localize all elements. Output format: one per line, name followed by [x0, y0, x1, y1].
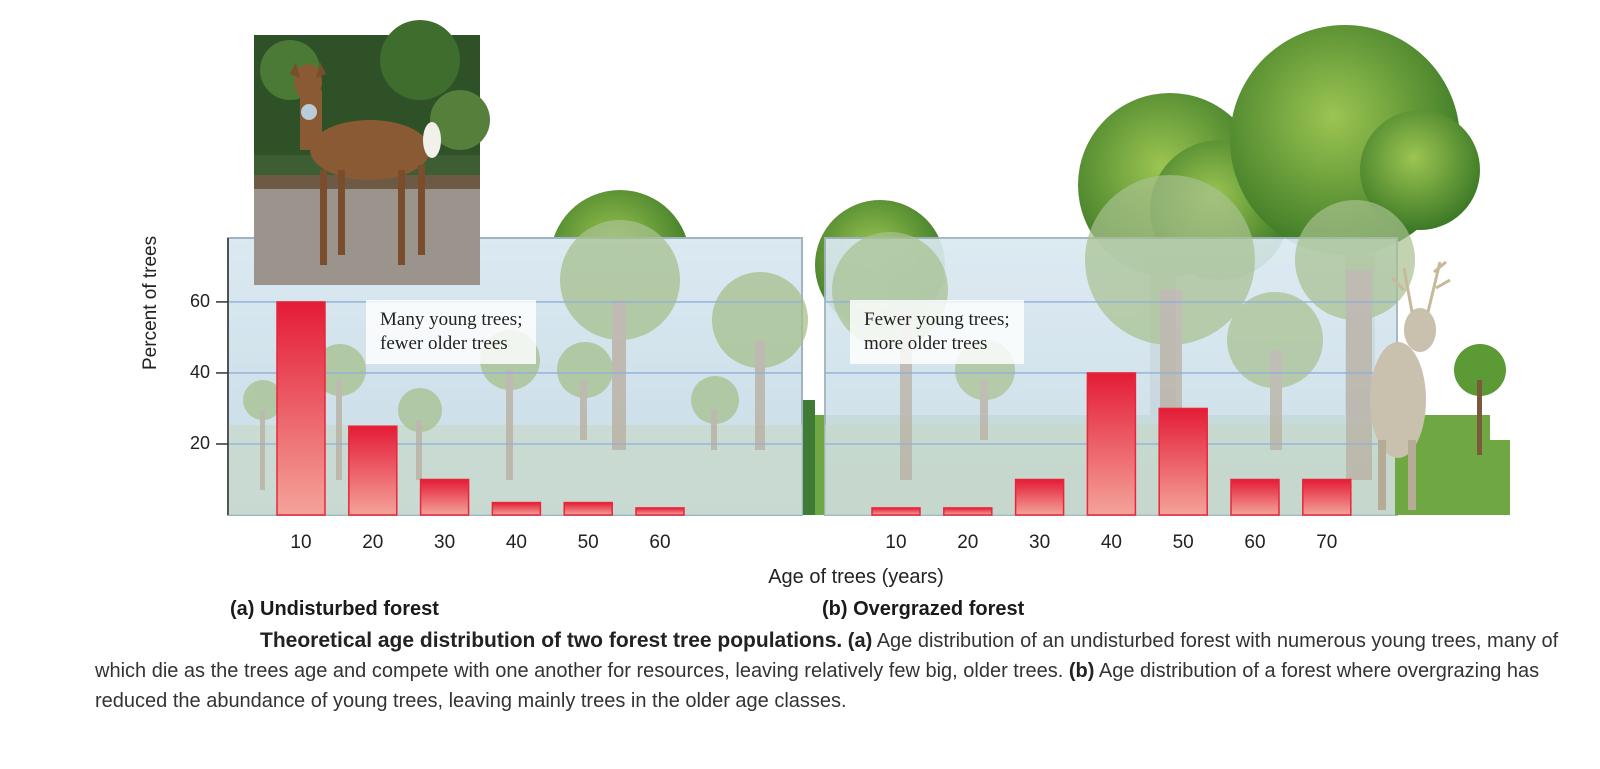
panel-a-bar-30 — [419, 478, 470, 516]
panel-b-bar-10 — [871, 507, 921, 516]
panel-a-bar-50 — [563, 501, 613, 516]
panel-a-annotation-line-2: fewer older trees — [380, 333, 508, 354]
buck-illustration — [1370, 260, 1510, 515]
panel-a-bar-40 — [491, 501, 542, 516]
panel-a-annotation-line-1: Many young trees; — [380, 309, 523, 330]
panel-a-bar-10 — [276, 301, 326, 516]
panel-a-x-tick-20: 20 — [362, 532, 384, 553]
deer-photo — [254, 20, 490, 285]
caption-title: Theoretical age distribution of two fore… — [260, 629, 843, 652]
panel-b-bar-30 — [1014, 478, 1065, 516]
panel-b-bar-40 — [1086, 372, 1137, 516]
y-axis-label: Percent of trees — [140, 235, 161, 370]
panel-b-x-tick-10: 10 — [885, 532, 907, 553]
panel-b-bar-60 — [1230, 478, 1280, 516]
y-tick-label-20: 20 — [190, 432, 211, 453]
panel-b-x-tick-70: 70 — [1316, 532, 1338, 553]
panel-b-x-tick-50: 50 — [1172, 532, 1194, 553]
panel-b-bar-70 — [1302, 478, 1352, 516]
panel-b-annotation: Fewer young trees; more older trees — [850, 300, 1024, 364]
panel-b-bar-50 — [1158, 407, 1208, 516]
panel-a-x-tick-40: 40 — [505, 532, 527, 553]
caption-label-b: (b) — [1068, 660, 1095, 682]
panel-a-bar-20 — [348, 425, 398, 516]
y-tick-label-60: 60 — [190, 290, 211, 311]
panel-a-title: (a) Undisturbed forest — [230, 598, 439, 620]
panel-b-title: (b) Overgrazed forest — [822, 598, 1025, 620]
panel-a-x-tick-10: 10 — [290, 532, 312, 553]
panel-a-x-tick-50: 50 — [577, 532, 599, 553]
caption-label-a: (a) — [847, 630, 873, 652]
panel-b-x-tick-60: 60 — [1244, 532, 1266, 553]
y-tick-label-40: 40 — [190, 361, 211, 382]
caption-text-a: Age distribution of an undisturbed fores… — [95, 630, 1559, 682]
panel-a-annotation: Many young trees; fewer older trees — [366, 300, 537, 364]
panel-b-annotation-line-1: Fewer young trees; — [864, 309, 1010, 330]
panel-a-bar-60 — [635, 507, 685, 516]
panel-b-x-tick-40: 40 — [1100, 532, 1122, 553]
panel-a-x-tick-60: 60 — [649, 532, 671, 553]
panel-b-bars — [871, 372, 1352, 516]
panel-a-x-tick-30: 30 — [434, 532, 456, 553]
panel-a-bars — [276, 301, 685, 516]
panel-b-annotation-line-2: more older trees — [864, 333, 988, 354]
y-axis — [216, 238, 229, 515]
figure-caption: Theoretical age distribution of two fore… — [95, 626, 1565, 716]
caption-text-b: Age distribution of a forest where overg… — [95, 660, 1540, 712]
panel-b-x-tick-30: 30 — [1029, 532, 1051, 553]
x-axis-label: Age of trees (years) — [768, 566, 944, 588]
panel-b-x-tick-20: 20 — [957, 532, 979, 553]
panel-b-bar-20 — [943, 507, 993, 516]
